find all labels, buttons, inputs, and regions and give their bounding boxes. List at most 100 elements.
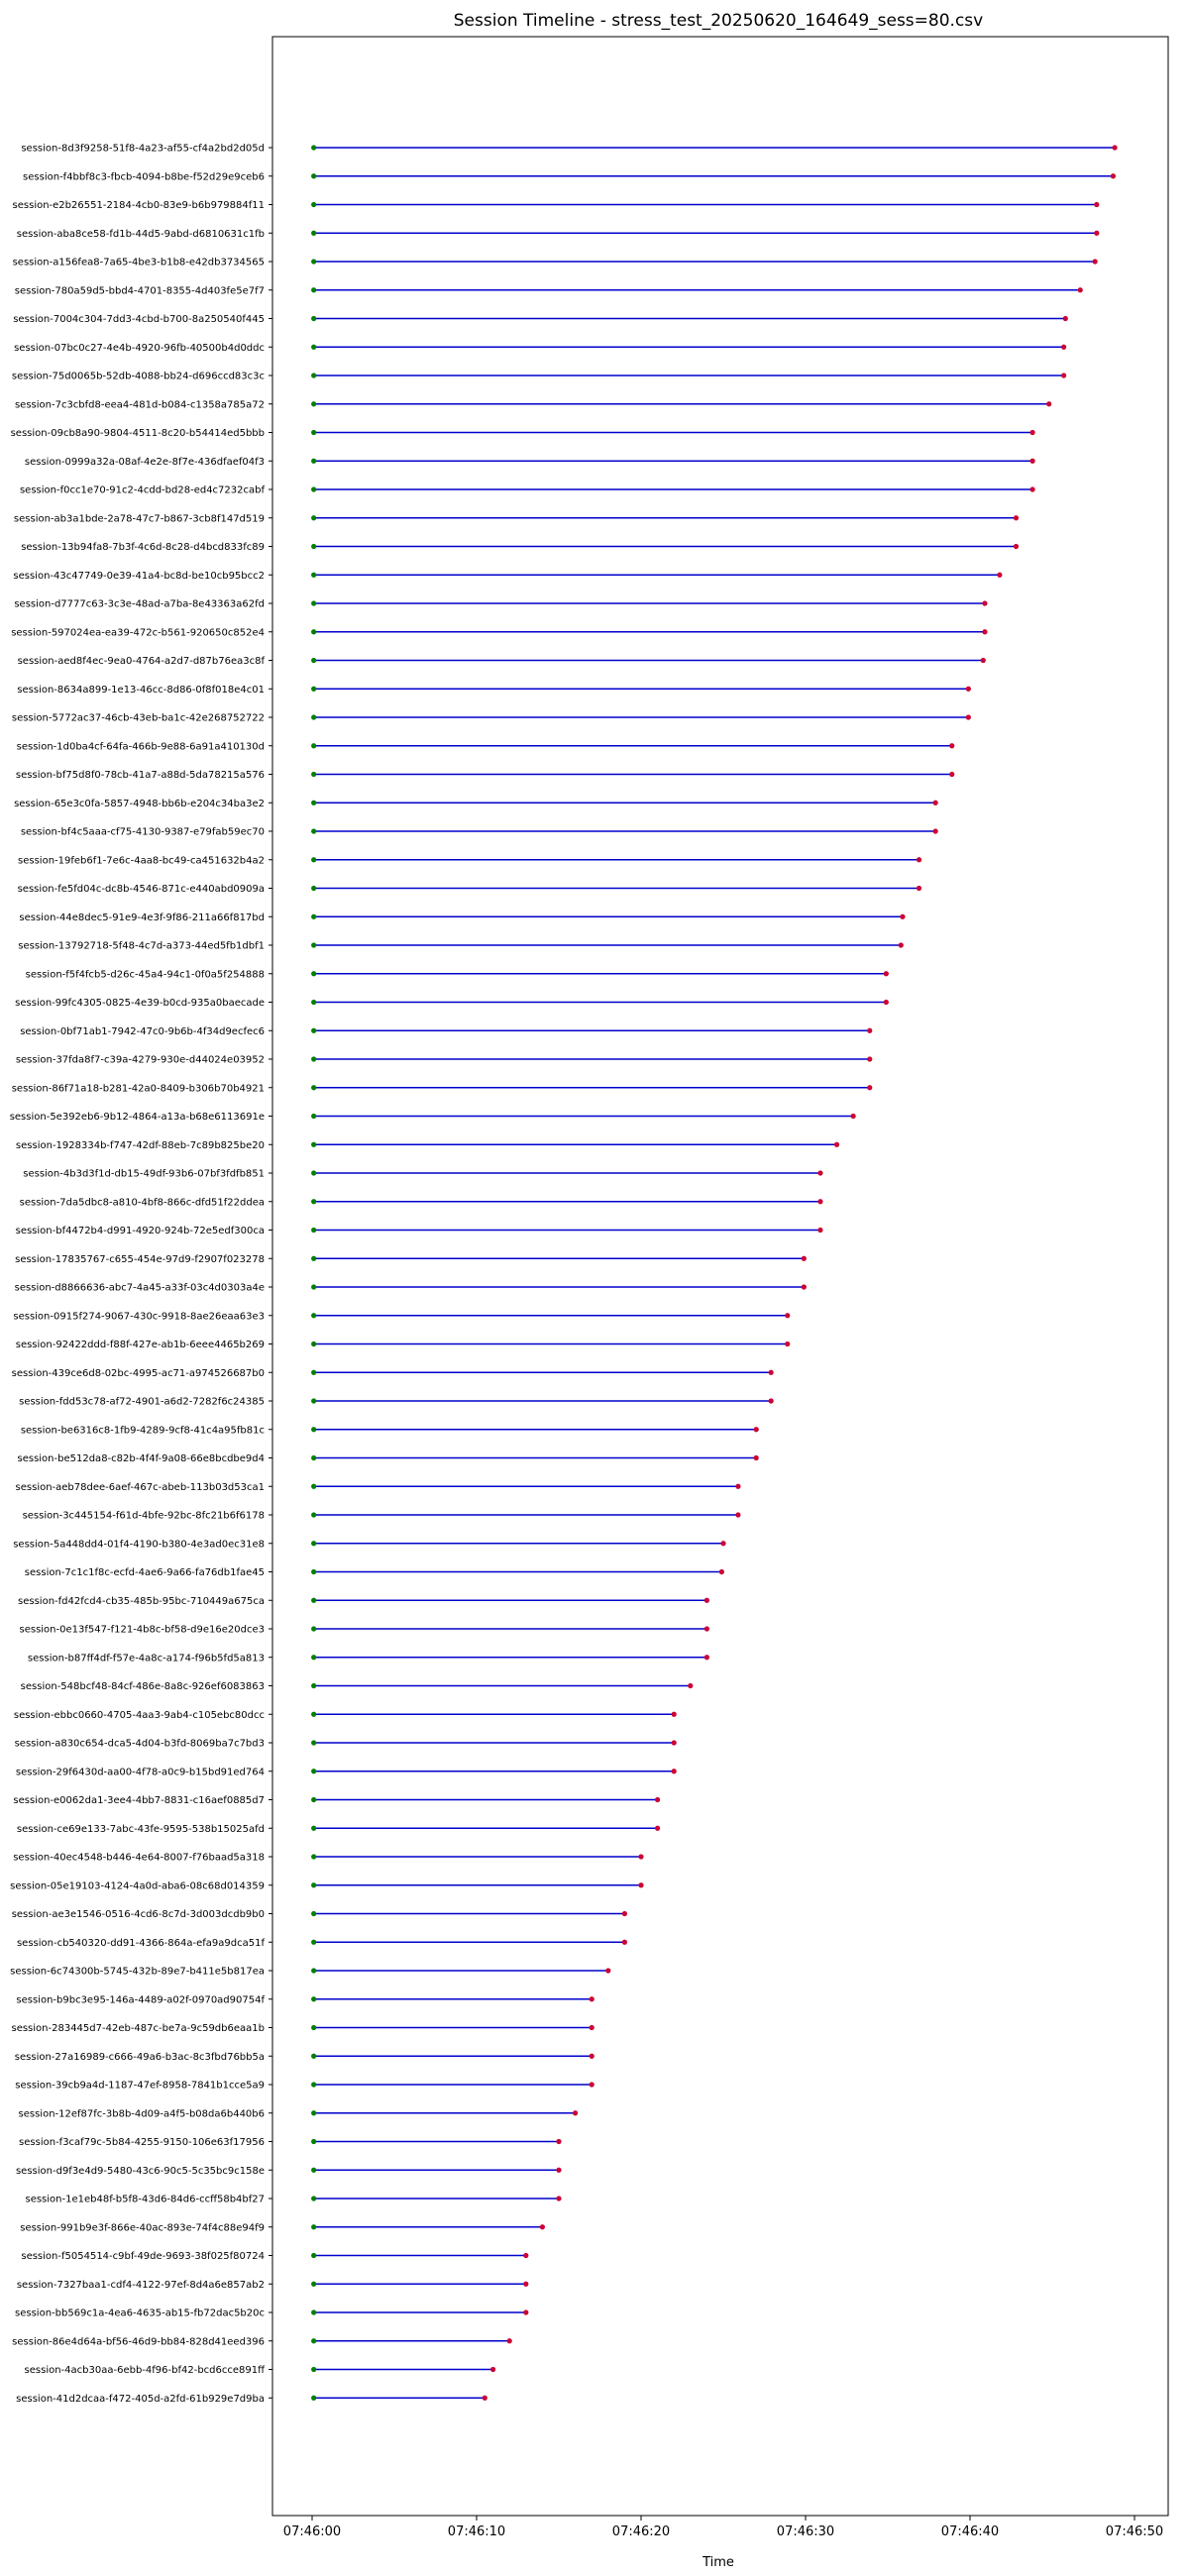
session-end-marker: [900, 913, 906, 919]
y-tick-label: session-19feb6f1-7e6c-4aa8-bc49-ca451632…: [18, 855, 265, 866]
session-end-marker: [817, 1170, 823, 1176]
y-tick-label: session-40ec4548-b446-4e64-8007-f76baad5…: [13, 1853, 265, 1864]
session-end-marker: [671, 1740, 677, 1746]
session-end-marker: [1077, 287, 1083, 293]
x-tick-label: 07:46:30: [777, 2524, 834, 2539]
y-tick-label: session-bf4c5aaa-cf75-4130-9387-e79fab59…: [21, 827, 265, 838]
y-tick-label: session-43c47749-0e39-41a4-bc8d-be10cb95…: [13, 571, 265, 582]
plot-area: [271, 36, 1169, 2517]
session-end-marker: [556, 2138, 562, 2145]
y-tick-label: session-13792718-5f48-4c7d-a373-44ed5fb1…: [18, 941, 265, 952]
y-tick-label: session-be512da8-c82b-4f4f-9a08-66e8bcdb…: [18, 1453, 266, 1464]
session-end-marker: [817, 1227, 823, 1234]
y-tick-label: session-27a16989-c666-49a6-b3ac-8c3fbd76…: [15, 2052, 265, 2063]
session-start-marker: [311, 999, 317, 1006]
session-end-marker: [980, 657, 986, 664]
y-tick-label: session-09cb8a90-9804-4511-8c20-b54414ed…: [11, 428, 265, 439]
y-tick-label: session-3c445154-f61d-4bfe-92bc-8fc21b6f…: [23, 1511, 265, 1522]
session-end-marker: [589, 1996, 594, 2002]
y-tick-label: session-6c74300b-5745-432b-89e7-b411e5b8…: [10, 1967, 265, 1978]
session-start-marker: [311, 1341, 317, 1347]
session-end-marker: [753, 1454, 759, 1461]
x-axis-title: Time: [702, 2555, 734, 2570]
session-end-marker: [801, 1255, 807, 1261]
y-tick-label: session-aeb78dee-6aef-467c-abeb-113b03d5…: [16, 1482, 265, 1493]
y-tick-label: session-05e19103-4124-4a0d-aba6-08c68d01…: [10, 1880, 265, 1891]
session-start-marker: [311, 600, 317, 606]
session-end-marker: [638, 1854, 644, 1860]
session-start-marker: [311, 2110, 317, 2116]
session-start-marker: [311, 1227, 317, 1234]
y-tick-label: session-ab3a1bde-2a78-47c7-b867-3cb8f147…: [14, 513, 265, 524]
session-end-marker: [573, 2110, 579, 2116]
y-tick-label: session-fd42fcd4-cb35-485b-95bc-710449a6…: [18, 1596, 265, 1607]
session-start-marker: [311, 1568, 317, 1575]
session-end-marker: [1029, 486, 1035, 492]
y-tick-label: session-fdd53c78-af72-4901-a6d2-7282f6c2…: [19, 1397, 265, 1408]
session-end-marker: [1094, 230, 1100, 236]
session-start-marker: [311, 1825, 317, 1831]
session-end-marker: [671, 1711, 677, 1717]
session-end-marker: [589, 2053, 594, 2059]
session-start-marker: [311, 315, 317, 322]
session-start-marker: [311, 1284, 317, 1290]
session-start-marker: [311, 1027, 317, 1033]
session-end-marker: [735, 1512, 741, 1518]
y-tick-label: session-29f6430d-aa00-4f78-a0c9-b15bd91e…: [16, 1767, 265, 1777]
y-tick-label: session-f0cc1e70-91c2-4cdd-bd28-ed4c7232…: [20, 485, 266, 496]
session-end-marker: [655, 1825, 661, 1831]
y-tick-label: session-37fda8f7-c39a-4279-930e-d44024e0…: [16, 1055, 265, 1066]
session-start-marker: [311, 1996, 317, 2002]
session-end-marker: [490, 2366, 496, 2373]
session-start-marker: [311, 2366, 317, 2373]
x-tick-label: 07:46:10: [448, 2524, 505, 2539]
y-tick-label: session-5a448dd4-01f4-4190-b380-4e3ad0ec…: [13, 1539, 265, 1550]
session-end-marker: [539, 2224, 546, 2230]
y-tick-label: session-7c3cbfd8-eea4-481d-b084-c1358a78…: [15, 399, 265, 410]
session-end-marker: [785, 1313, 791, 1319]
y-tick-label: session-439ce6d8-02bc-4995-ac71-a9745266…: [12, 1368, 265, 1379]
session-start-marker: [311, 1369, 317, 1375]
session-end-marker: [556, 2196, 562, 2201]
session-end-marker: [1029, 458, 1035, 464]
y-tick-label: session-1d0ba4cf-64fa-466b-9e88-6a91a410…: [17, 741, 265, 752]
session-end-marker: [720, 1541, 726, 1547]
session-start-marker: [311, 259, 317, 265]
y-tick-label: session-0915f274-9067-430c-9918-8ae26eaa…: [13, 1311, 265, 1322]
session-start-marker: [311, 2196, 317, 2201]
y-tick-label: session-8634a899-1e13-46cc-8d86-0f8f018e…: [17, 685, 265, 696]
session-end-marker: [703, 1626, 710, 1632]
y-tick-label: session-f5054514-c9bf-49de-9693-38f025f8…: [21, 2251, 265, 2262]
session-end-marker: [621, 1939, 628, 1945]
session-end-marker: [932, 800, 938, 805]
session-start-marker: [311, 543, 317, 550]
y-tick-label: session-e0062da1-3ee4-4bb7-8831-c16aef08…: [13, 1795, 265, 1806]
session-start-marker: [311, 1939, 317, 1945]
session-start-marker: [311, 1796, 317, 1803]
session-start-marker: [311, 2024, 317, 2031]
y-tick-label: session-39cb9a4d-1187-47ef-8958-7841b1cc…: [15, 2081, 265, 2092]
y-tick-label: session-41d2dcaa-f472-405d-a2fd-61b929e7…: [16, 2394, 265, 2405]
y-tick-label: session-ce69e133-7abc-43fe-9595-538b1502…: [17, 1824, 265, 1835]
session-end-marker: [1062, 315, 1068, 322]
session-start-marker: [311, 515, 317, 521]
session-start-marker: [311, 2338, 317, 2344]
y-tick-label: session-b87ff4df-f57e-4a8c-a174-f96b5fd5…: [28, 1653, 265, 1664]
y-tick-label: session-4acb30aa-6ebb-4f96-bf42-bcd6cce8…: [25, 2365, 267, 2376]
y-tick-label: session-07bc0c27-4e4b-4920-96fb-40500b4d…: [14, 343, 265, 354]
session-end-marker: [655, 1796, 661, 1803]
y-tick-label: session-b9bc3e95-146a-4489-a02f-0970ad90…: [16, 1994, 265, 2005]
session-end-marker: [735, 1483, 741, 1489]
session-end-marker: [965, 686, 971, 692]
session-start-marker: [311, 458, 317, 464]
session-end-marker: [916, 857, 922, 863]
session-start-marker: [311, 800, 317, 805]
session-start-marker: [311, 857, 317, 863]
session-start-marker: [311, 2053, 317, 2059]
y-tick-label: session-f5f4fcb5-d26c-45a4-94c1-0f0a5f25…: [26, 969, 265, 980]
session-end-marker: [1029, 429, 1035, 436]
x-tick-label: 07:46:40: [941, 2524, 999, 2539]
y-tick-label: session-86e4d64a-bf56-46d9-bb84-828d41ee…: [12, 2336, 265, 2347]
y-tick-label: session-f3caf79c-5b84-4255-9150-106e63f1…: [19, 2137, 265, 2148]
